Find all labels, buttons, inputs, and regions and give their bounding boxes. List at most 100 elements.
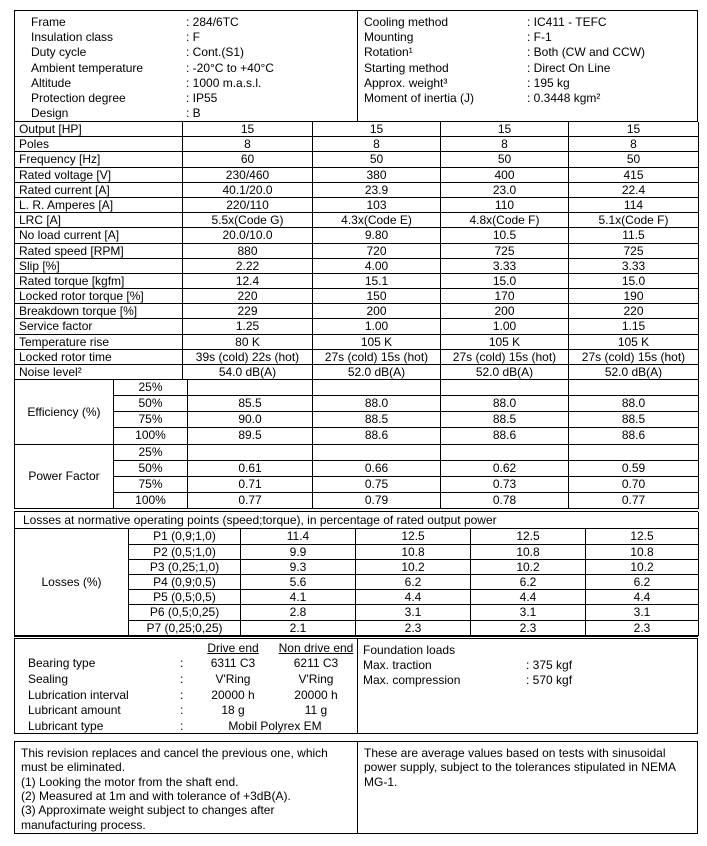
- value-cell: 0.59: [569, 460, 699, 477]
- value-cell: 110: [441, 197, 569, 214]
- value-cell: 88.0: [569, 396, 699, 413]
- value-cell: 4.4: [471, 590, 586, 606]
- value-cell: 5.1x(Code F): [569, 213, 699, 229]
- lubricant-type-value: Mobil Polyrex EM: [228, 718, 322, 733]
- value-cell: 6.2: [586, 575, 699, 591]
- ratings-table: Output [HP] 15 15 15 15 Poles 8 8 8 8 Frequency [H…: [14, 122, 699, 381]
- value-cell: 230/460: [183, 167, 313, 183]
- value-cell: 2.1: [241, 620, 356, 636]
- value-cell: 9.9: [241, 544, 356, 560]
- value-cell: 3.1: [471, 605, 586, 621]
- value-cell: [188, 380, 313, 397]
- bearing-corner-blank: [15, 641, 180, 657]
- value-cell: 5.6: [241, 575, 356, 591]
- value-cell: 88.6: [569, 428, 699, 445]
- value-cell: 0.79: [313, 492, 441, 509]
- general-info-box: Frame: 284/6TC Insulation class: F Duty cy…: [14, 10, 698, 122]
- info-value: : B: [186, 106, 201, 121]
- row-label: Rated voltage [V]: [15, 167, 183, 183]
- value-cell: 0.61: [188, 460, 313, 477]
- general-info-left: Frame: 284/6TC Insulation class: F Duty cy…: [15, 11, 358, 121]
- value-cell: 15.0: [441, 273, 569, 290]
- load-cell: 100%: [114, 492, 188, 509]
- info-label: Design: [31, 106, 69, 121]
- bearing-drive-value: 18 g: [221, 703, 245, 718]
- value-cell: 220: [569, 304, 699, 320]
- info-value: : IC411 - TEFC: [527, 15, 607, 29]
- value-cell: 1.25: [183, 319, 313, 335]
- value-cell: 0.70: [569, 476, 699, 493]
- foundation-row: Max. compression: 570 kgf: [363, 673, 697, 688]
- value-cell: 3.33: [569, 258, 699, 274]
- bearing-nondrive-value: 11 g: [304, 703, 328, 718]
- power-factor-label: Power Factor: [15, 444, 114, 509]
- info-row: Approx. weight³: 195 kg: [364, 76, 697, 91]
- bearings-foundation-box: Drive end Non drive end Bearing type: 6311 …: [14, 637, 698, 734]
- foundation-label: Max. compression: [363, 672, 461, 687]
- value-cell: 229: [183, 304, 313, 320]
- value-cell: 1.15: [569, 319, 699, 335]
- value-cell: 8: [441, 137, 569, 153]
- info-value: : -20°C to +40°C: [186, 60, 274, 75]
- row-label: Output [HP]: [15, 122, 183, 138]
- value-cell: 220/110: [183, 197, 313, 214]
- value-cell: 114: [569, 197, 699, 214]
- bearing-drive-value: V'Ring: [215, 671, 251, 686]
- info-row: Starting method: Direct On Line: [364, 61, 697, 76]
- load-cell: 25%: [114, 380, 188, 397]
- value-cell: 0.62: [441, 460, 569, 477]
- value-cell: 52.0 dB(A): [313, 365, 441, 381]
- info-row: Duty cycle: Cont.(S1): [31, 45, 357, 60]
- row-label: Rated current [A]: [15, 182, 183, 198]
- info-label: Protection degree: [31, 90, 126, 105]
- value-cell: 2.8: [241, 605, 356, 621]
- info-row: Design : B: [31, 106, 357, 121]
- load-cell: 75%: [114, 476, 188, 493]
- bearing-drive-value: 6311 C3: [210, 656, 256, 671]
- value-cell: 12.5: [471, 529, 586, 545]
- row-label: Service factor: [15, 319, 183, 335]
- value-cell: 8: [183, 137, 313, 153]
- info-row: Frame : 284/6TC: [31, 15, 357, 30]
- value-cell: [441, 380, 569, 397]
- efficiency-block: Efficiency (%) 25% 50% 85.5 88.0 88.0 88.0 75% 9…: [14, 380, 699, 445]
- bearing-row-label: Lubrication interval: [28, 687, 129, 702]
- value-cell: 2.3: [586, 620, 699, 636]
- value-cell: 105 K: [313, 334, 441, 350]
- value-cell: 54.0 dB(A): [183, 365, 313, 381]
- value-cell: 27s (cold) 15s (hot): [313, 349, 441, 365]
- value-cell: 23.9: [313, 182, 441, 198]
- value-cell: [569, 444, 699, 461]
- info-value: : Direct On Line: [527, 60, 611, 75]
- foundation-panel: Foundation loads Max. traction: 375 kgf M…: [358, 639, 697, 733]
- value-cell: 60: [183, 152, 313, 168]
- value-cell: 880: [183, 243, 313, 259]
- value-cell: 3.33: [441, 258, 569, 274]
- value-cell: 15: [441, 122, 569, 138]
- value-cell: 11.5: [569, 228, 699, 244]
- loss-point-cell: P4 (0,9;0,5): [129, 575, 241, 591]
- info-label: Moment of inertia (J): [364, 90, 475, 105]
- value-cell: 50: [569, 152, 699, 168]
- value-cell: 11.4: [241, 529, 356, 545]
- motor-datasheet: Frame: 284/6TC Insulation class: F Duty cy…: [14, 10, 699, 834]
- value-cell: [188, 444, 313, 461]
- info-value: : 284/6TC: [186, 15, 239, 29]
- value-cell: 9.80: [313, 228, 441, 244]
- foundation-label: Max. traction: [363, 657, 432, 672]
- bearing-colon-blank: [180, 641, 192, 657]
- bearing-nondrive-value: 20000 h: [294, 687, 338, 702]
- value-cell: 105 K: [569, 334, 699, 350]
- value-cell: 52.0 dB(A): [569, 365, 699, 381]
- row-label: L. R. Amperes [A]: [15, 197, 183, 214]
- row-label: Frequency [Hz]: [15, 152, 183, 168]
- value-cell: 220: [183, 289, 313, 305]
- value-cell: 8: [313, 137, 441, 153]
- value-cell: 88.6: [313, 428, 441, 445]
- value-cell: 0.73: [441, 476, 569, 493]
- load-cell: 50%: [114, 396, 188, 413]
- info-row: Altitude: 1000 m.a.s.l.: [31, 76, 357, 91]
- value-cell: 380: [313, 167, 441, 183]
- value-cell: 103: [313, 197, 441, 214]
- info-label: Frame: [31, 15, 66, 29]
